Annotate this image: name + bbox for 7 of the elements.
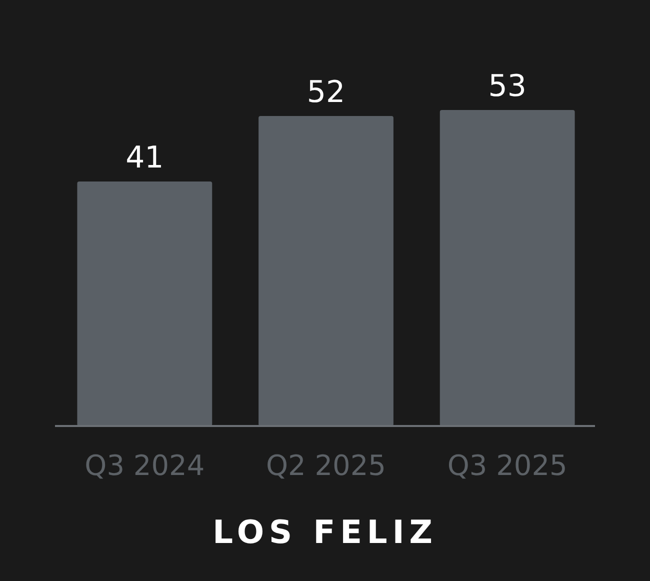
- data-label: 53: [488, 69, 526, 104]
- data-label: 52: [306, 74, 346, 110]
- x-tick-label: Q3 2024: [84, 449, 205, 482]
- x-tick-label: Q3 2025: [447, 449, 568, 482]
- data-label: 41: [126, 140, 164, 176]
- text: LOS FELIZ: [212, 513, 438, 551]
- x-tick-label: Q2 2025: [266, 449, 386, 482]
